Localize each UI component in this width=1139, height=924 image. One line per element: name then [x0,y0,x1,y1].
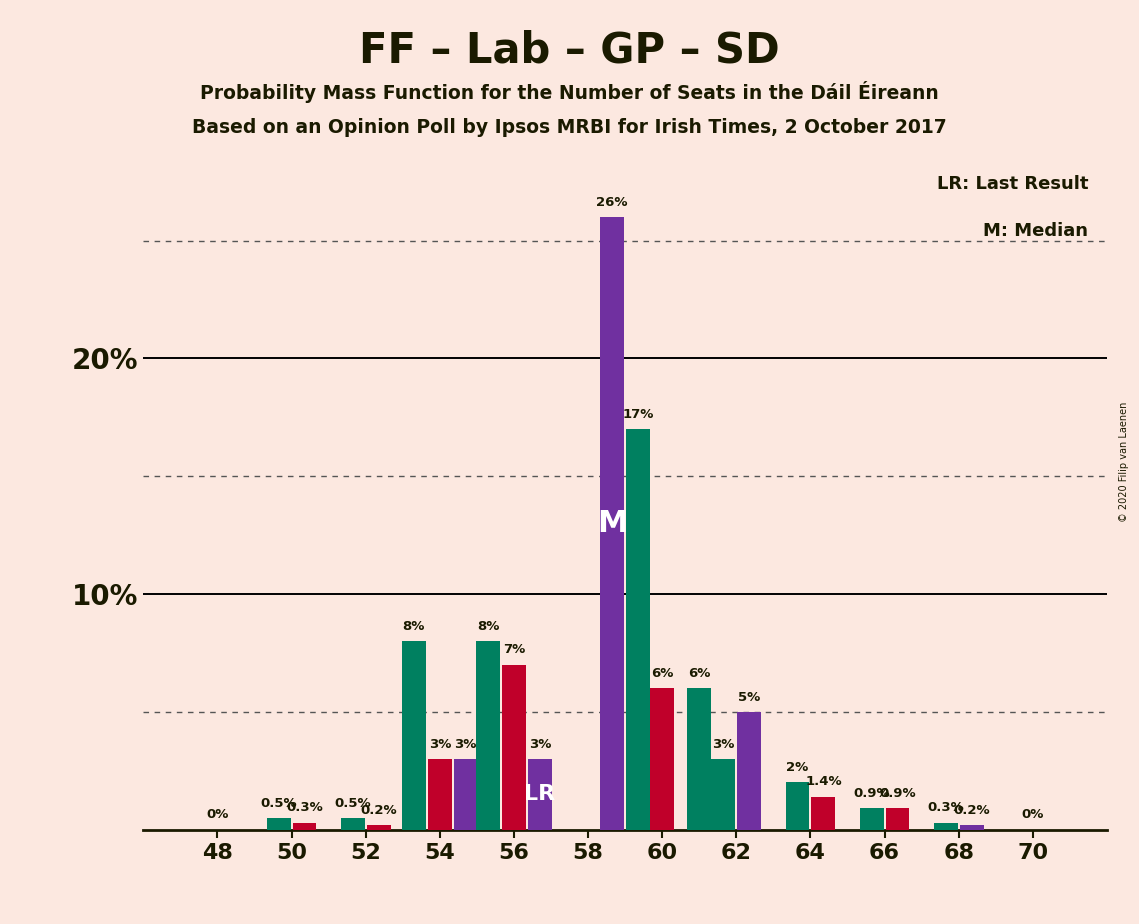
Text: Based on an Opinion Poll by Ipsos MRBI for Irish Times, 2 October 2017: Based on an Opinion Poll by Ipsos MRBI f… [192,118,947,138]
Bar [453,759,477,830]
Text: FF – Lab – GP – SD: FF – Lab – GP – SD [359,30,780,71]
Text: 1.4%: 1.4% [805,775,842,788]
Text: 6%: 6% [652,667,673,680]
Text: 0%: 0% [206,808,229,821]
Bar [737,711,761,830]
Bar [528,759,551,830]
Bar [650,688,674,830]
Bar [267,818,290,830]
Bar [811,796,835,830]
Text: 5%: 5% [738,690,761,703]
Bar [402,641,426,830]
Text: 0.2%: 0.2% [953,804,990,817]
Text: 7%: 7% [502,643,525,656]
Text: LR: Last Result: LR: Last Result [937,175,1089,193]
Bar [502,664,526,830]
Bar [600,217,624,830]
Text: 3%: 3% [528,737,551,750]
Text: M: M [597,509,628,538]
Text: 17%: 17% [622,407,654,421]
Bar [367,825,391,830]
Bar [786,783,810,830]
Bar [960,825,984,830]
Text: 6%: 6% [688,667,711,680]
Text: LR: LR [524,784,556,804]
Text: 3%: 3% [454,737,477,750]
Bar [293,822,317,830]
Text: 0.9%: 0.9% [879,787,916,800]
Text: 0.5%: 0.5% [335,796,371,809]
Bar [934,822,958,830]
Text: 0.3%: 0.3% [286,801,322,814]
Text: 0.5%: 0.5% [261,796,297,809]
Text: 8%: 8% [477,620,499,633]
Text: 3%: 3% [712,737,735,750]
Bar [626,429,650,830]
Text: 8%: 8% [403,620,425,633]
Bar [860,808,884,830]
Text: 0%: 0% [1022,808,1044,821]
Text: © 2020 Filip van Laenen: © 2020 Filip van Laenen [1120,402,1129,522]
Text: M: Median: M: Median [983,222,1089,240]
Text: 0.9%: 0.9% [853,787,890,800]
Bar [476,641,500,830]
Bar [712,759,736,830]
Bar [428,759,452,830]
Bar [687,688,711,830]
Bar [886,808,909,830]
Bar [341,818,364,830]
Text: 3%: 3% [428,737,451,750]
Text: 2%: 2% [786,761,809,774]
Text: 0.3%: 0.3% [927,801,964,814]
Text: Probability Mass Function for the Number of Seats in the Dáil Éireann: Probability Mass Function for the Number… [200,81,939,103]
Text: 26%: 26% [597,196,628,209]
Text: 0.2%: 0.2% [360,804,398,817]
